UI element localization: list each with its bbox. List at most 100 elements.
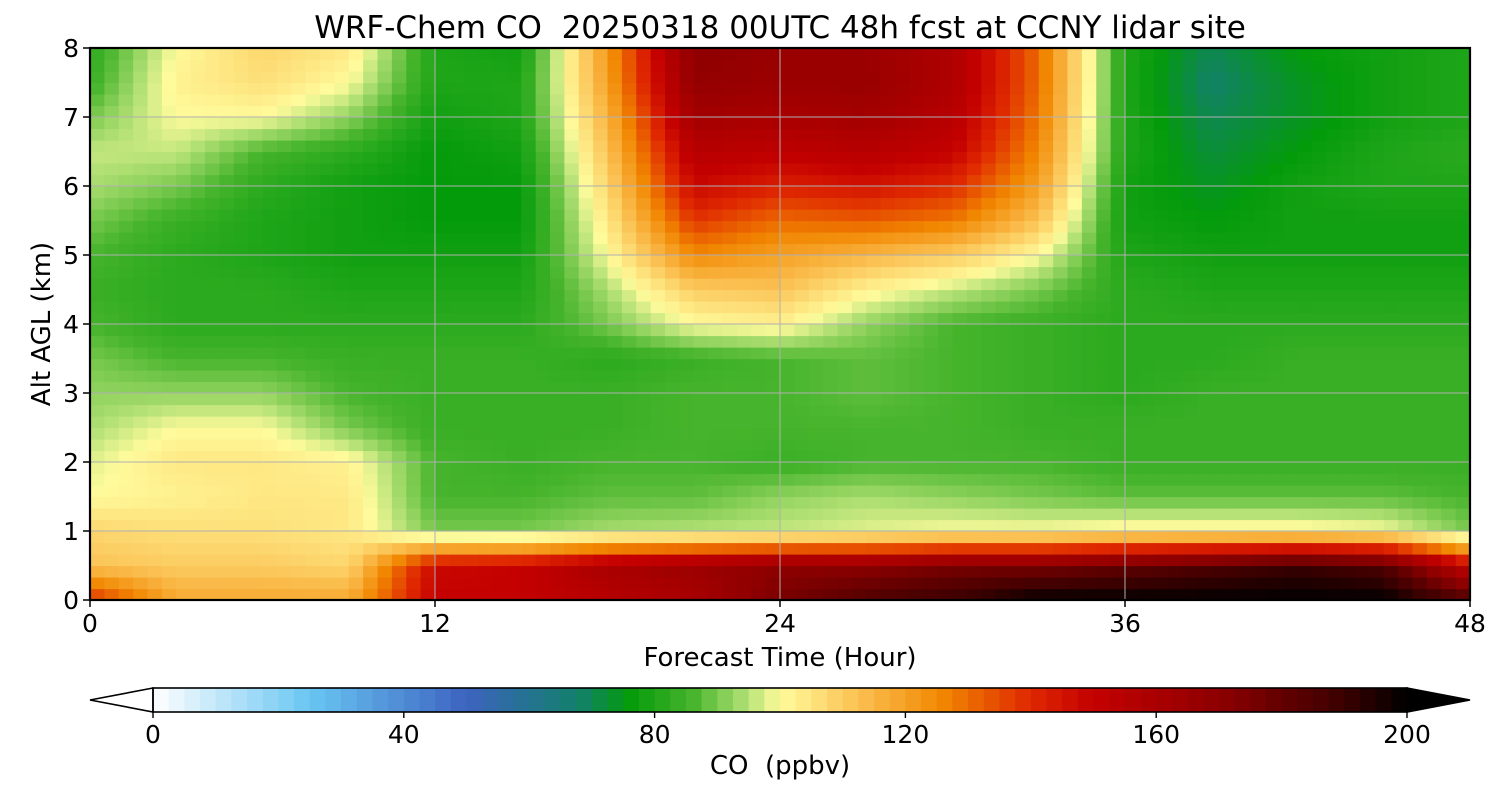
field-cell <box>938 324 954 337</box>
field-cell <box>1168 324 1184 337</box>
field-cell <box>923 565 939 578</box>
field-cell <box>1110 289 1126 302</box>
field-cell <box>1455 427 1471 440</box>
field-cell <box>320 416 335 429</box>
field-cell <box>952 565 968 578</box>
field-cell <box>435 312 450 325</box>
field-cell <box>952 358 968 371</box>
field-cell <box>291 278 307 291</box>
field-cell <box>1441 531 1457 544</box>
field-cell <box>1268 117 1284 130</box>
field-cell <box>665 48 680 61</box>
field-cell <box>1383 82 1399 95</box>
field-cell <box>463 220 479 233</box>
field-cell <box>923 289 939 302</box>
field-cell <box>449 151 465 164</box>
field-cell <box>1441 105 1457 118</box>
field-cell <box>521 335 537 348</box>
field-cell <box>420 335 436 348</box>
field-cell <box>320 565 335 578</box>
field-cell <box>564 151 580 164</box>
field-cell <box>161 577 177 590</box>
field-cell <box>938 289 954 302</box>
field-cell <box>851 312 867 325</box>
field-cell <box>1369 439 1385 452</box>
field-cell <box>995 416 1011 429</box>
field-cell <box>492 151 508 164</box>
field-cell <box>1268 439 1284 452</box>
field-cell <box>1196 312 1212 325</box>
field-cell <box>866 347 882 360</box>
field-cell <box>276 151 292 164</box>
field-cell <box>1096 289 1112 302</box>
field-cell <box>1455 232 1471 245</box>
field-cell <box>1240 59 1255 72</box>
field-cell <box>363 462 379 475</box>
field-cell <box>348 220 364 233</box>
field-cell <box>262 588 278 601</box>
field-cell <box>291 404 307 417</box>
field-cell <box>1412 140 1428 153</box>
field-cell <box>1355 312 1370 325</box>
field-cell <box>1240 94 1255 107</box>
field-cell <box>377 381 393 394</box>
field-cell <box>564 427 580 440</box>
field-cell <box>449 358 465 371</box>
colorbar-swatch <box>576 688 593 712</box>
field-cell <box>1383 278 1399 291</box>
field-cell <box>693 473 709 486</box>
field-cell <box>1067 266 1083 279</box>
field-cell <box>118 209 134 222</box>
field-cell <box>104 266 120 279</box>
field-cell <box>535 117 551 130</box>
field-cell <box>621 485 637 498</box>
field-cell <box>1024 151 1040 164</box>
field-cell <box>334 105 350 118</box>
field-cell <box>118 324 134 337</box>
field-cell <box>262 174 278 187</box>
colorbar-swatch <box>325 688 342 712</box>
field-cell <box>851 393 867 406</box>
field-cell <box>708 531 724 544</box>
field-cell <box>1455 358 1471 371</box>
field-cell <box>1096 393 1112 406</box>
field-cell <box>1067 427 1083 440</box>
field-cell <box>550 243 565 256</box>
field-cell <box>621 163 637 176</box>
field-cell <box>1125 255 1140 268</box>
field-cell <box>1326 128 1342 141</box>
field-cell <box>161 358 177 371</box>
field-cell <box>219 531 235 544</box>
field-cell <box>823 439 839 452</box>
field-cell <box>1441 220 1457 233</box>
field-cell <box>305 450 321 463</box>
field-cell <box>1426 565 1442 578</box>
field-cell <box>621 312 637 325</box>
field-cell <box>190 370 206 383</box>
field-cell <box>305 117 321 130</box>
field-cell <box>205 473 220 486</box>
field-cell <box>118 243 134 256</box>
field-cell <box>1412 266 1428 279</box>
field-cell <box>765 450 781 463</box>
field-cell <box>276 450 292 463</box>
field-cell <box>966 324 982 337</box>
field-cell <box>1168 554 1184 567</box>
field-cell <box>1254 588 1270 601</box>
field-cell <box>1196 186 1212 199</box>
field-cell <box>1254 565 1270 578</box>
field-cell <box>966 105 982 118</box>
field-cell <box>1369 347 1385 360</box>
field-cell <box>722 163 738 176</box>
field-cell <box>593 519 609 532</box>
field-cell <box>133 473 149 486</box>
field-cell <box>564 335 580 348</box>
field-cell <box>118 48 134 61</box>
field-cell <box>133 301 149 314</box>
field-cell <box>1225 59 1241 72</box>
colorbar-swatch <box>748 688 765 712</box>
field-cell <box>851 462 867 475</box>
field-cell <box>751 450 767 463</box>
field-cell <box>981 71 997 84</box>
field-cell <box>363 71 379 84</box>
